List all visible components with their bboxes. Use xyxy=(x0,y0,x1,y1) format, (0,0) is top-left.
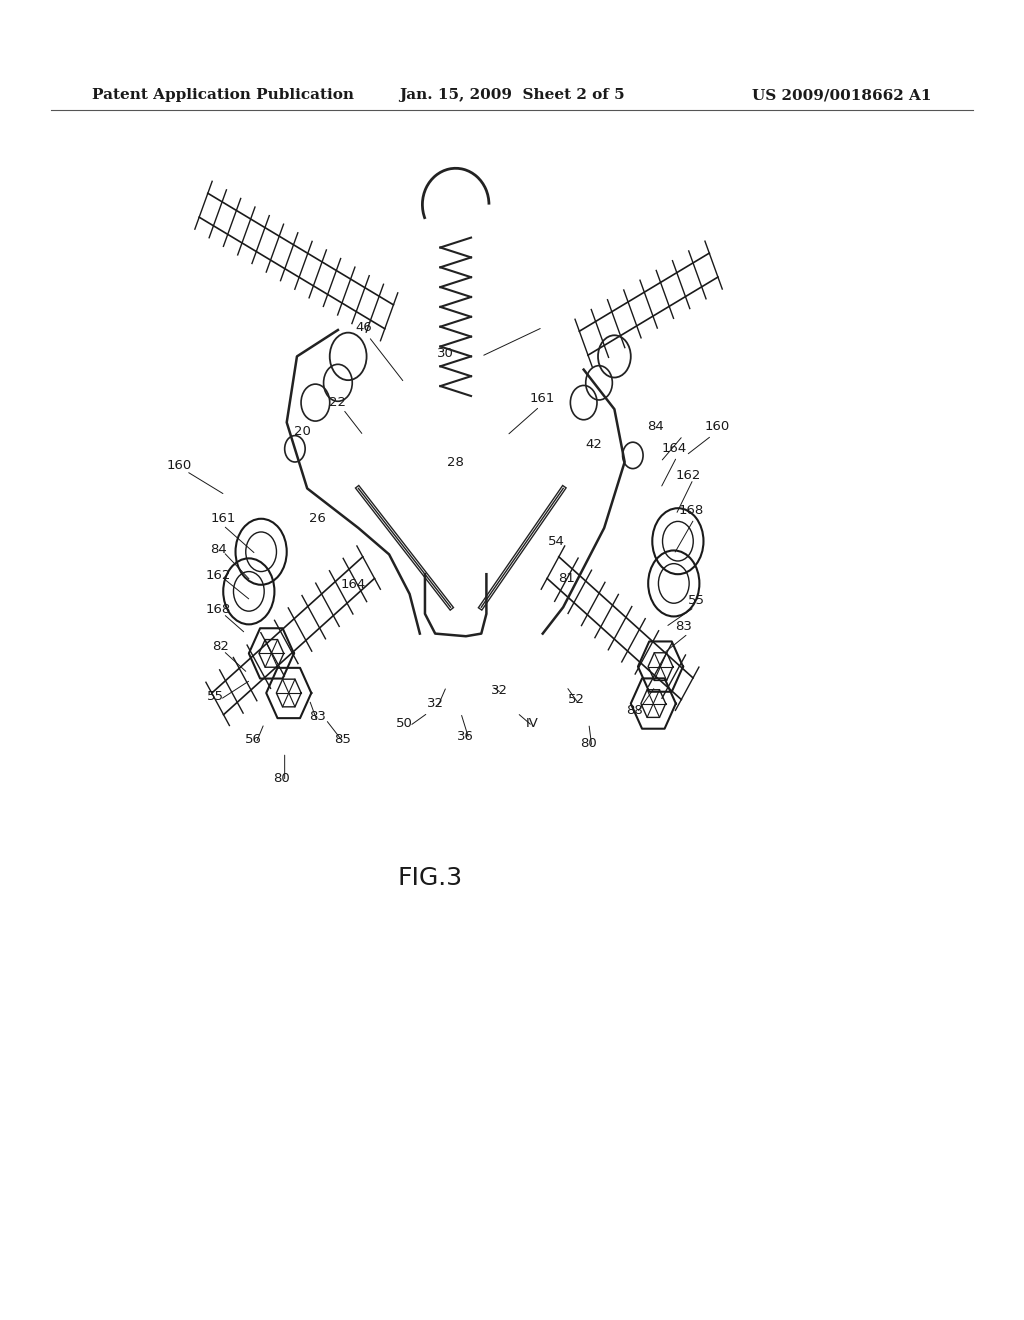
Text: 28: 28 xyxy=(447,455,464,469)
Text: 160: 160 xyxy=(167,459,191,473)
Text: 46: 46 xyxy=(355,321,372,334)
Text: 80: 80 xyxy=(581,737,597,750)
Text: 161: 161 xyxy=(530,392,555,405)
Text: 162: 162 xyxy=(676,469,700,482)
Text: 168: 168 xyxy=(679,504,703,517)
Text: 32: 32 xyxy=(492,684,508,697)
Text: 164: 164 xyxy=(341,578,366,591)
Text: US 2009/0018662 A1: US 2009/0018662 A1 xyxy=(753,88,932,102)
Text: 83: 83 xyxy=(309,710,326,723)
Text: 52: 52 xyxy=(568,693,585,706)
Text: 88: 88 xyxy=(627,704,643,717)
Text: 50: 50 xyxy=(396,717,413,730)
Text: 56: 56 xyxy=(245,733,261,746)
Text: 164: 164 xyxy=(662,442,686,455)
Text: 36: 36 xyxy=(458,730,474,743)
Text: 80: 80 xyxy=(273,772,290,785)
Text: 162: 162 xyxy=(206,569,230,582)
Text: 42: 42 xyxy=(586,438,602,451)
Text: IV: IV xyxy=(526,717,539,730)
Text: Jan. 15, 2009  Sheet 2 of 5: Jan. 15, 2009 Sheet 2 of 5 xyxy=(399,88,625,102)
Text: 84: 84 xyxy=(647,420,664,433)
Text: 22: 22 xyxy=(330,396,346,409)
Text: 30: 30 xyxy=(437,347,454,360)
Text: FIG.3: FIG.3 xyxy=(397,866,463,890)
Text: 84: 84 xyxy=(210,543,226,556)
Text: 83: 83 xyxy=(676,620,692,634)
Text: 26: 26 xyxy=(309,512,326,525)
Text: 168: 168 xyxy=(206,603,230,616)
Text: 161: 161 xyxy=(211,512,236,525)
Text: 160: 160 xyxy=(705,420,729,433)
Text: 54: 54 xyxy=(548,535,564,548)
Text: 85: 85 xyxy=(335,733,351,746)
Text: 20: 20 xyxy=(294,425,310,438)
Text: 55: 55 xyxy=(207,690,223,704)
Text: Patent Application Publication: Patent Application Publication xyxy=(92,88,354,102)
Text: 81: 81 xyxy=(558,572,574,585)
Text: 55: 55 xyxy=(688,594,705,607)
Text: 32: 32 xyxy=(427,697,443,710)
Text: 82: 82 xyxy=(212,640,228,653)
